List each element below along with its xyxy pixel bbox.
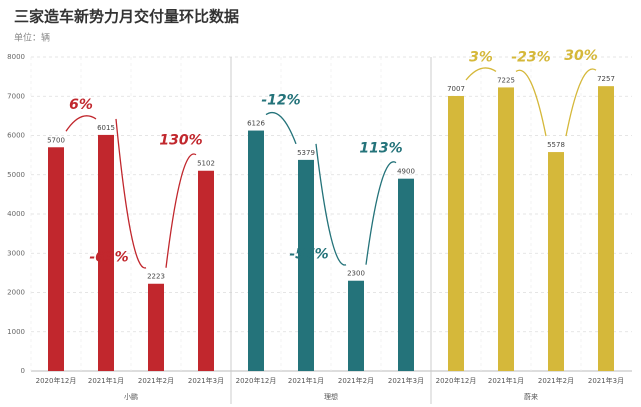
value-label: 2300 xyxy=(347,270,365,278)
y-tick-label: 5000 xyxy=(7,171,25,179)
chart-title: 三家造车新势力月交付量环比数据 xyxy=(14,8,239,26)
change-label: 3% xyxy=(469,49,493,65)
y-tick-label: 8000 xyxy=(7,53,25,61)
value-label: 5700 xyxy=(47,136,65,144)
change-arrow xyxy=(315,143,347,266)
bar xyxy=(148,283,164,371)
bar xyxy=(98,134,114,371)
value-label: 7225 xyxy=(497,76,515,84)
x-tick-label: 2021年3月 xyxy=(188,376,224,385)
bar xyxy=(248,130,264,371)
x-tick-label: 2021年3月 xyxy=(388,376,424,385)
y-tick-label: 1000 xyxy=(7,328,25,336)
change-arrow xyxy=(465,67,497,81)
value-label: 6015 xyxy=(97,124,115,132)
bar xyxy=(448,95,464,371)
x-tick-label: 2020年12月 xyxy=(236,376,277,385)
y-tick-label: 7000 xyxy=(7,92,25,100)
value-label: 2223 xyxy=(147,273,165,281)
value-label: 5578 xyxy=(547,141,565,149)
value-label: 4900 xyxy=(397,168,415,176)
y-tick-label: 3000 xyxy=(7,249,25,257)
change-arrow xyxy=(365,161,397,265)
group-label: 蔚来 xyxy=(524,392,538,401)
change-arrow xyxy=(515,69,547,137)
change-label: -63% xyxy=(89,250,128,266)
y-tick-label: 6000 xyxy=(7,132,25,140)
x-tick-label: 2021年1月 xyxy=(288,376,324,385)
value-label: 5102 xyxy=(197,160,215,168)
change-arrow xyxy=(265,111,297,145)
bar xyxy=(298,159,314,371)
bar xyxy=(498,87,514,371)
group-label: 理想 xyxy=(324,392,338,401)
value-label: 7007 xyxy=(447,85,465,93)
change-arrow xyxy=(65,115,97,132)
change-label: -23% xyxy=(511,49,550,65)
bar xyxy=(398,178,414,371)
x-tick-label: 2021年2月 xyxy=(138,376,174,385)
x-tick-label: 2021年2月 xyxy=(338,376,374,385)
change-arrow xyxy=(165,153,197,268)
bar xyxy=(198,170,214,371)
x-tick-label: 2021年2月 xyxy=(538,376,574,385)
value-label: 7257 xyxy=(597,75,615,83)
change-label: -12% xyxy=(261,93,300,109)
change-arrow xyxy=(115,118,147,269)
x-tick-label: 2020年12月 xyxy=(436,376,477,385)
bar xyxy=(548,152,564,371)
y-tick-label: 4000 xyxy=(7,210,25,218)
x-tick-label: 2021年1月 xyxy=(88,376,124,385)
change-label: 113% xyxy=(359,141,402,157)
y-tick-label: 0 xyxy=(21,367,25,375)
bar xyxy=(348,280,364,371)
x-tick-label: 2021年3月 xyxy=(588,376,624,385)
change-arrow xyxy=(565,68,597,137)
x-tick-label: 2021年1月 xyxy=(488,376,524,385)
y-tick-label: 2000 xyxy=(7,289,25,297)
bar xyxy=(598,86,614,371)
change-label: -57% xyxy=(289,247,328,263)
change-label: 130% xyxy=(159,133,202,149)
change-label: 6% xyxy=(69,97,93,113)
value-label: 5379 xyxy=(297,149,315,157)
chart-subtitle: 单位：辆 xyxy=(14,32,50,44)
value-label: 6126 xyxy=(247,120,265,128)
group-label: 小鹏 xyxy=(124,392,138,401)
x-tick-label: 2020年12月 xyxy=(36,376,77,385)
change-label: 30% xyxy=(564,48,598,64)
bar xyxy=(48,147,64,371)
